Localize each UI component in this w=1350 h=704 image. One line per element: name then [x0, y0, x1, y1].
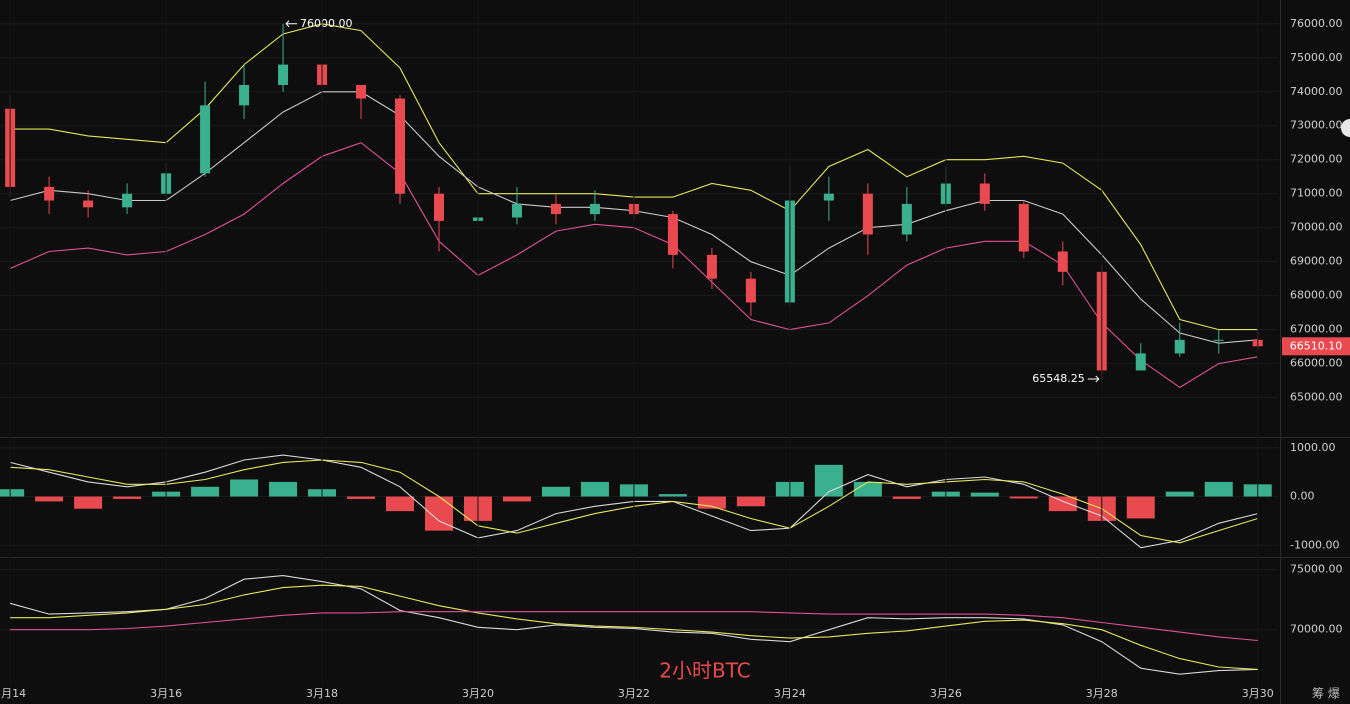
annotation-label: 65548.25 [1032, 372, 1085, 385]
macd-bar [191, 486, 220, 497]
candle-body [706, 254, 717, 279]
macd-bar [541, 486, 570, 497]
candle-body [1174, 339, 1185, 354]
candle-body [83, 200, 94, 208]
y-tick-label: 72000.00 [1290, 153, 1343, 166]
candle-body [745, 278, 756, 303]
candle-body [433, 193, 444, 221]
indicator-line [10, 611, 1258, 642]
y-tick-label: 70000.00 [1290, 623, 1343, 636]
macd-bar [386, 496, 415, 512]
candle-body [862, 193, 873, 235]
side-button[interactable] [1341, 119, 1350, 137]
y-tick-label: 75000.00 [1290, 563, 1343, 576]
y-tick-label: 70000.00 [1290, 221, 1343, 234]
macd-bar [1204, 481, 1233, 497]
macd-bar [113, 496, 142, 499]
macd-bar [269, 481, 298, 497]
x-tick-label: 3月24 [774, 687, 806, 700]
macd-bar [658, 494, 687, 497]
y-tick-label: 69000.00 [1290, 255, 1343, 268]
y-tick-label: 66000.00 [1290, 357, 1343, 370]
y-tick-label: 1000.00 [1290, 441, 1336, 454]
macd-bar [1048, 496, 1077, 512]
candle-body [589, 203, 600, 215]
candle-body [979, 183, 990, 204]
annotation-arrow [1087, 375, 1100, 383]
y-tick-label: 67000.00 [1290, 323, 1343, 336]
x-tick-label: 3月28 [1086, 687, 1118, 700]
macd-bar [736, 496, 765, 507]
candle-body [278, 64, 289, 85]
candle-body [823, 193, 834, 201]
candle-body [395, 98, 406, 194]
macd-bar [853, 481, 882, 497]
candle-body [239, 84, 250, 106]
x-tick-label: 3月18 [306, 687, 338, 700]
macd-bar [1165, 491, 1194, 497]
macd-bar [892, 496, 921, 499]
y-tick-label: 74000.00 [1290, 85, 1343, 98]
candle-body [901, 203, 912, 235]
y-tick-label: -1000.00 [1290, 538, 1339, 551]
macd-bar [502, 496, 531, 502]
candle-body [44, 186, 55, 201]
candle-body [356, 84, 367, 99]
annotation-arrow [285, 20, 298, 28]
macd-bar [970, 492, 999, 497]
candle-body [1018, 203, 1029, 252]
indicator-line [10, 584, 1258, 670]
macd-bar [347, 496, 376, 499]
corner-text: 筹 爆 [1312, 687, 1340, 701]
y-tick-label: 68000.00 [1290, 289, 1343, 302]
candle-body [1213, 339, 1224, 341]
candle-body [511, 203, 522, 218]
candle-body [200, 105, 211, 174]
y-tick-label: 71000.00 [1290, 187, 1343, 200]
macd-bar [230, 479, 259, 497]
macd-bar [74, 496, 103, 509]
y-tick-label: 65000.00 [1290, 391, 1343, 404]
y-tick-label: 0.00 [1290, 490, 1315, 503]
candle-body [667, 214, 678, 255]
y-tick-label: 76000.00 [1290, 17, 1343, 30]
x-tick-label: 3月20 [462, 687, 494, 700]
x-tick-label: 3月30 [1242, 687, 1274, 700]
y-tick-label: 73000.00 [1290, 119, 1343, 132]
annotation-label: 76000.00 [300, 17, 353, 30]
watermark: 2小时BTC [659, 659, 750, 683]
y-tick-label: 75000.00 [1290, 51, 1343, 64]
macd-bar [35, 496, 64, 502]
candle-body [550, 203, 561, 215]
candle-body [1135, 353, 1146, 371]
candle-body [122, 193, 133, 208]
last-price-label: 66510.10 [1290, 339, 1343, 352]
macd-bar [1009, 496, 1038, 499]
x-tick-label: 3月16 [150, 687, 182, 700]
macd-bar [580, 481, 609, 497]
x-tick-label: 3月26 [930, 687, 962, 700]
macd-bar [0, 489, 25, 497]
x-tick-label: 3月14 [0, 687, 26, 700]
last-price-tag [1282, 337, 1350, 356]
x-tick-label: 3月22 [618, 687, 650, 700]
macd-bar [697, 496, 726, 509]
candle-body [1057, 251, 1068, 272]
macd-bar [1126, 496, 1155, 519]
